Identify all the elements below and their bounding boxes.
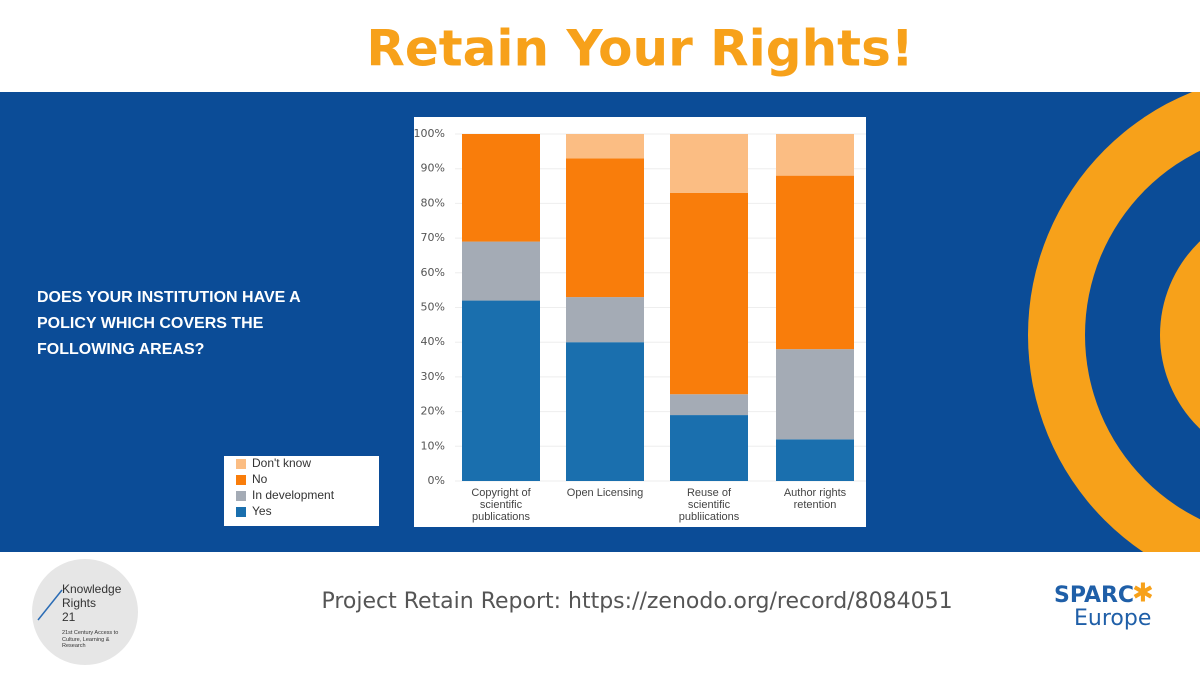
question-box: DOES YOUR INSTITUTION HAVE A POLICY WHIC… <box>37 289 301 358</box>
y-tick-label: 70% <box>421 231 445 244</box>
logo-name: 21 <box>62 610 76 624</box>
x-tick-label: Author rights retention <box>783 487 847 511</box>
legend <box>224 456 379 526</box>
bar-segment <box>566 158 644 298</box>
y-tick-label: 100% <box>414 127 445 140</box>
legend-swatch <box>236 491 246 501</box>
bar-segment <box>776 175 854 350</box>
bar-segment <box>776 439 854 481</box>
y-tick-label: 40% <box>421 335 445 348</box>
bar-segment <box>462 134 540 242</box>
logo-name: Knowledge <box>62 582 122 596</box>
x-label-box: Open Licensing <box>566 487 644 499</box>
y-tick-label: 80% <box>421 196 445 209</box>
y-tick-label: 50% <box>421 301 445 314</box>
y-tick-label: 90% <box>421 162 445 175</box>
logo-tagline: 21st Century Access to Culture, Learning… <box>62 630 119 649</box>
x-tick-label: Reuse of scientific publiications <box>678 487 740 523</box>
y-tick-label: 0% <box>428 474 445 487</box>
bar-segment <box>462 300 540 481</box>
legend-label: In development <box>252 488 335 502</box>
x-label-box: Author rights retention <box>783 487 847 511</box>
source: Project Retain Report: https://zenodo.or… <box>321 589 952 614</box>
rings <box>1028 92 1200 552</box>
y-tick-label: 60% <box>421 266 445 279</box>
legend-label: Yes <box>252 504 272 518</box>
bar-segment <box>776 134 854 176</box>
x-tick-label: Open Licensing <box>566 487 644 499</box>
legend-swatch <box>236 459 246 469</box>
logo-tagline-box: 21st Century Access to Culture, Learning… <box>62 630 119 649</box>
bar-segment <box>670 394 748 416</box>
bar-segment <box>462 241 540 301</box>
x-label-box: Reuse of scientific publiications <box>678 487 740 523</box>
bar-segment <box>566 342 644 481</box>
y-tick-label: 30% <box>421 370 445 383</box>
logo-name: Rights <box>62 596 96 610</box>
y-tick-label: 20% <box>421 405 445 418</box>
x-tick-label: Copyright of scientific publications <box>471 487 531 523</box>
bar-segment <box>670 134 748 193</box>
logo-right-sub: Europe <box>1074 606 1151 631</box>
title: Retain Your Rights! <box>366 20 913 78</box>
bar-segment <box>670 415 748 481</box>
legend-swatch <box>236 507 246 517</box>
y-tick-label: 10% <box>421 439 445 452</box>
bar-segment <box>670 192 748 395</box>
legend-label: No <box>252 472 268 486</box>
legend-swatch <box>236 475 246 485</box>
logo-right-name: SPARC <box>1054 583 1134 608</box>
question: DOES YOUR INSTITUTION HAVE A POLICY WHIC… <box>37 289 301 358</box>
x-label-box: Copyright of scientific publications <box>471 487 531 523</box>
bar-segment <box>566 297 644 343</box>
bar-segment <box>776 349 854 440</box>
legend-label: Don't know <box>252 456 311 470</box>
logo-asterisk: ✱ <box>1132 579 1154 609</box>
bar-segment <box>566 134 644 159</box>
